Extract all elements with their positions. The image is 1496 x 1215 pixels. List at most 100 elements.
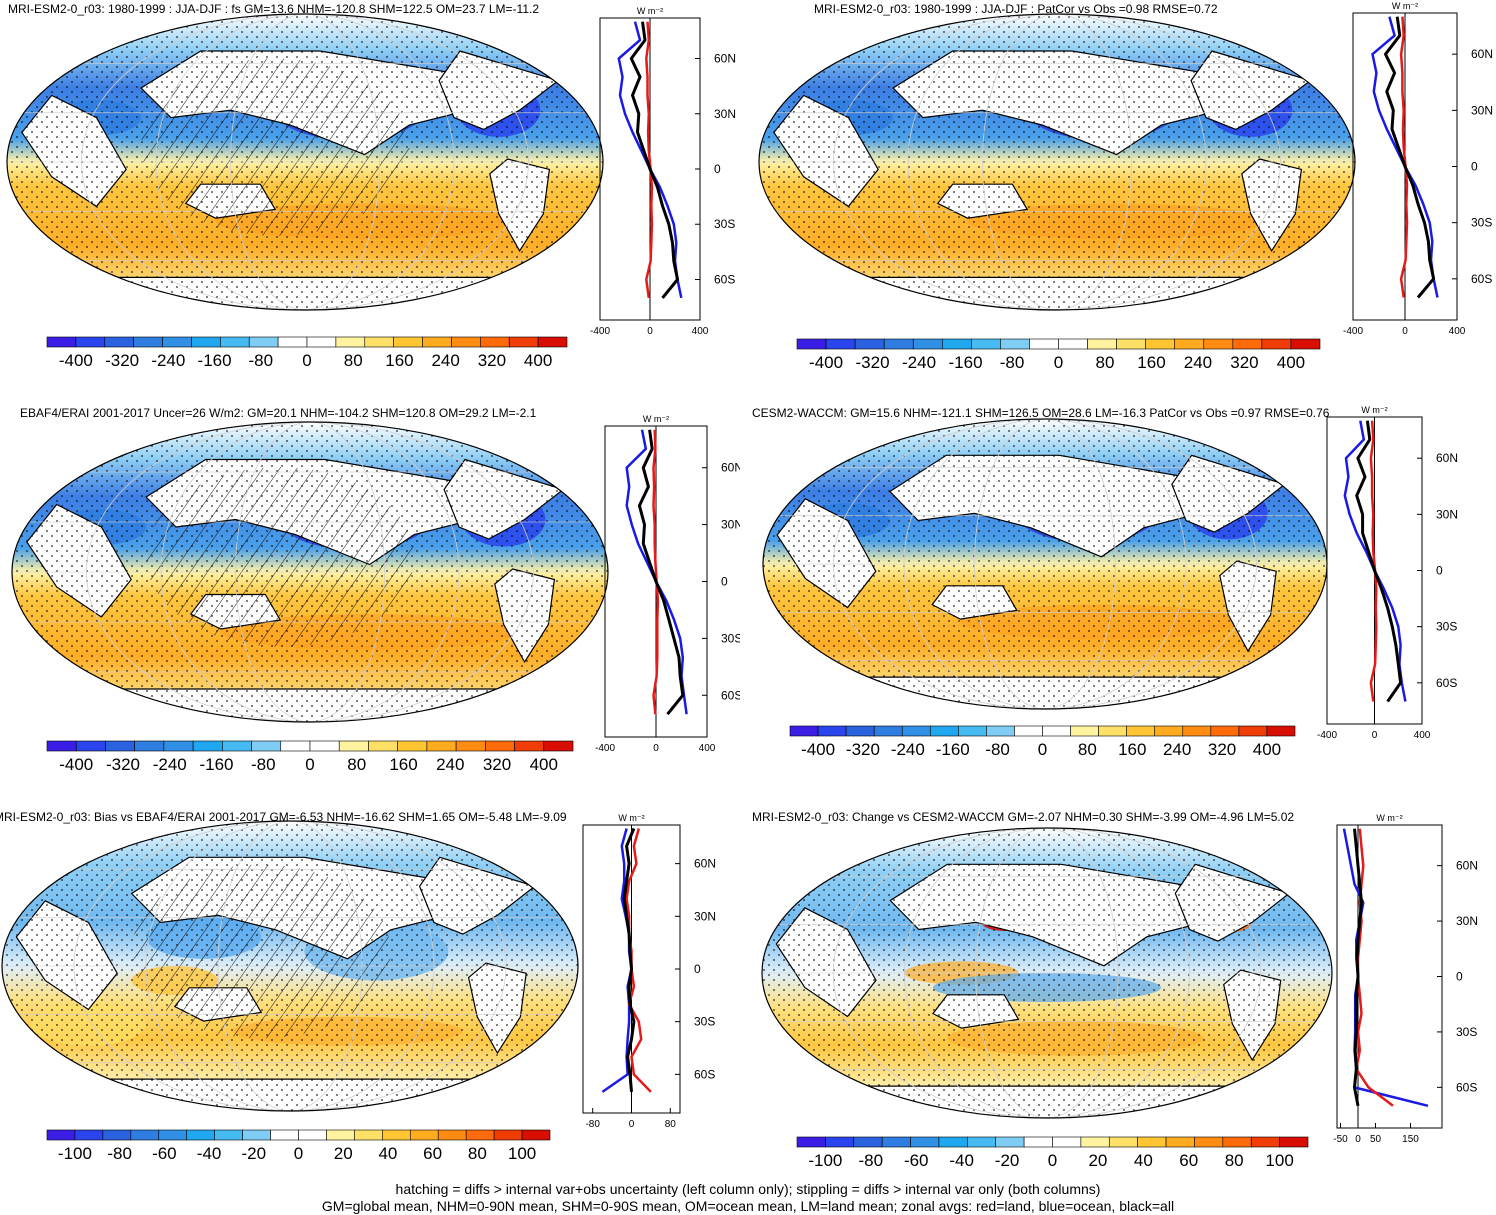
map-border (1, 820, 579, 1112)
colorbar-swatch (1182, 725, 1212, 737)
colorbar-tick-label: 160 (389, 755, 417, 774)
colorbar-swatch (1126, 725, 1156, 737)
colorbar-swatch (796, 338, 827, 350)
lat-tick-label: 0 (714, 162, 721, 176)
colorbar-tick-label: -20 (995, 1151, 1020, 1170)
colorbar-swatch (222, 740, 252, 752)
colorbar-swatch (1137, 1136, 1167, 1148)
panel-figure: -400 0 400 60N 30N 0 30S 60S W m⁻² -400 -320 -240 -1… (6, 6, 736, 370)
colorbar (46, 336, 568, 348)
colorbar-tick-label: 400 (1277, 353, 1305, 372)
colorbar-swatch (967, 1136, 997, 1148)
colorbar-swatch (102, 1129, 132, 1141)
panel-p1: MRI-ESM2-0_r03: 1980-1999 : JJA-DJF : fs… (0, 0, 740, 380)
zonal-x-tick-label: 400 (699, 743, 716, 754)
panel-p2: MRI-ESM2-0_r03: 1980-1999 : JJA-DJF : Pa… (752, 0, 1496, 380)
colorbar-swatch (986, 725, 1015, 737)
colorbar-tick-label: 100 (1265, 1151, 1293, 1170)
lat-tick-label: 60S (714, 272, 735, 286)
colorbar-tick-label: 320 (483, 755, 511, 774)
zonal-x-tick-label: 400 (1449, 326, 1466, 337)
colorbar-tick-label: -320 (106, 755, 140, 774)
colorbar-swatch (326, 1129, 355, 1141)
colorbar-swatch (1279, 1136, 1309, 1148)
colorbar-swatch (1087, 338, 1117, 350)
colorbar-swatch (393, 336, 423, 348)
zonal-x-tick-label: 80 (665, 1119, 677, 1130)
zonal-x-tick-label: 50 (1370, 1134, 1382, 1145)
colorbar-swatch (191, 336, 221, 348)
lat-tick-label: 60S (1471, 272, 1492, 286)
lat-tick-label: 30S (714, 217, 735, 231)
colorbar-swatch (309, 740, 340, 752)
units-label: W m⁻² (1376, 813, 1402, 823)
panel-figure: -400 0 400 60N 30N 0 30S 60S W m⁻² -400 -320 -240 -1… (762, 405, 1458, 759)
lat-tick-label: 30N (1456, 914, 1478, 928)
colorbar-swatch (521, 1129, 551, 1141)
world-map (2, 821, 578, 1111)
colorbar (46, 740, 574, 752)
colorbar-tick-label: -320 (846, 740, 880, 759)
lat-tick-label: 30S (1471, 216, 1492, 230)
colorbar-tick-label: 160 (385, 351, 413, 370)
colorbar-swatch (192, 740, 223, 752)
colorbar-swatch (158, 1129, 188, 1141)
footer-line-2: GM=global mean, NHM=0-90N mean, SHM=0-90… (321, 1198, 1175, 1214)
footer-line-1: hatching = diffs > internal var+obs unce… (395, 1181, 1101, 1197)
colorbar-tick-label: -80 (985, 740, 1010, 759)
lat-tick-label: 60S (1456, 1080, 1477, 1094)
map-border (11, 421, 609, 723)
colorbar-swatch (1165, 1136, 1195, 1148)
longitude-line (903, 419, 1187, 709)
units-label: W m⁻² (618, 813, 644, 823)
colorbar (796, 338, 1321, 350)
colorbar-tick-label: -40 (949, 1151, 974, 1170)
zonal-x-tick-label: -400 (1317, 730, 1337, 741)
zonal-x-tick-label: 0 (647, 326, 653, 337)
colorbar-tick-label: -80 (1000, 353, 1025, 372)
zonal-x-tick-label: 0 (1372, 730, 1378, 741)
colorbar-swatch (1238, 725, 1268, 737)
land-zonal-line (652, 429, 660, 715)
colorbar-tick-label: 240 (1163, 740, 1191, 759)
colorbar-swatch (1014, 725, 1043, 737)
world-map (759, 14, 1355, 310)
colorbar-swatch (397, 740, 428, 752)
colorbar-swatch (873, 725, 903, 737)
land-zonal-line (1355, 828, 1394, 1107)
colorbar-tick-label: 80 (344, 351, 363, 370)
colorbar-swatch (277, 336, 308, 348)
panel-p3: EBAF4/ERAI 2001-2017 Uncer=26 W/m2: GM=2… (0, 404, 743, 784)
colorbar-tick-label: 400 (530, 755, 558, 774)
zonal-x-tick-label: 400 (1414, 730, 1431, 741)
colorbar-tick-label: 320 (1208, 740, 1236, 759)
lat-tick-label: 60N (721, 461, 740, 475)
colorbar-tick-label: -60 (904, 1151, 929, 1170)
longitude-line (974, 419, 1116, 709)
colorbar-swatch (451, 336, 481, 348)
lat-tick-label: 30N (721, 518, 740, 532)
colorbar-swatch (1052, 1136, 1082, 1148)
zonal-x-tick-label: 0 (1355, 1134, 1361, 1145)
lat-tick-label: 30S (1456, 1025, 1477, 1039)
lat-tick-label: 60S (694, 1067, 715, 1081)
colorbar-swatch (789, 725, 819, 737)
colorbar-swatch (335, 336, 366, 348)
colorbar-swatch (46, 336, 77, 348)
colorbar-tick-label: -320 (856, 353, 890, 372)
colorbar-tick-label: 160 (1137, 353, 1165, 372)
lat-tick-label: 60N (1456, 859, 1478, 873)
longitude-line (160, 422, 460, 722)
colorbar-swatch (853, 1136, 883, 1148)
land-zonal-line (645, 21, 654, 299)
colorbar-swatch (105, 740, 135, 752)
colorbar-swatch (75, 336, 106, 348)
all-zonal-line (1384, 16, 1436, 299)
colorbar-swatch (134, 740, 165, 752)
hatching (141, 58, 410, 236)
colorbar-swatch (1290, 338, 1321, 350)
longitude-line (907, 14, 1207, 310)
zonal-x-tick-label: 0 (1402, 326, 1408, 337)
colorbar-swatch (1232, 338, 1263, 350)
colorbar-tick-label: 0 (305, 755, 314, 774)
